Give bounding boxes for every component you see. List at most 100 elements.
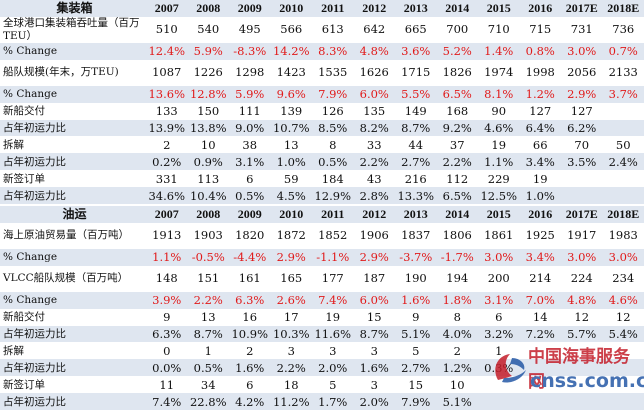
table-cell: 8.7% — [188, 326, 230, 343]
table-cell: 2.2% — [271, 359, 313, 376]
tanker-title: 油运 — [0, 206, 146, 223]
table-cell: 2.9% — [354, 249, 396, 266]
table-cell: 59 — [271, 170, 313, 187]
row-label: 占年初运力比 — [0, 393, 146, 410]
table-cell: 1.0% — [271, 153, 313, 170]
table-cell: 149 — [395, 103, 437, 120]
table-cell: 133 — [146, 103, 188, 120]
table-cell: 234 — [603, 266, 644, 292]
table-cell: 1535 — [312, 60, 354, 86]
table-cell: 22.8% — [188, 393, 230, 410]
table-cell: 12 — [561, 309, 603, 326]
row-label: 全球港口集装箱吞吐量（百万TEU） — [0, 17, 146, 43]
table-cell: 216 — [395, 170, 437, 187]
row-label: 拆解 — [0, 136, 146, 153]
table-cell: 194 — [437, 266, 479, 292]
table-cell: 187 — [354, 266, 396, 292]
table-cell: 38 — [229, 136, 271, 153]
table-cell: 184 — [312, 170, 354, 187]
table-cell: 165 — [271, 266, 313, 292]
table-cell: 15 — [395, 376, 437, 393]
table-cell: 12.9% — [312, 187, 354, 204]
table-cell: 10.7% — [271, 120, 313, 137]
table-cell: 1837 — [395, 223, 437, 249]
table-cell: 1715 — [395, 60, 437, 86]
table-cell: 11 — [146, 376, 188, 393]
table-cell: 214 — [520, 266, 562, 292]
table-cell: 2.2% — [437, 153, 479, 170]
table-cell: 3.4% — [520, 153, 562, 170]
table-cell: 190 — [395, 266, 437, 292]
year-header: 2010 — [271, 0, 313, 17]
year-header: 2017E — [561, 206, 603, 223]
table-cell: 70 — [561, 136, 603, 153]
year-header: 2012 — [354, 206, 396, 223]
table-cell: 4.8% — [561, 292, 603, 309]
row-label: 新船交付 — [0, 309, 146, 326]
table-cell: 7.0% — [520, 292, 562, 309]
table-cell: 700 — [437, 17, 479, 43]
table-cell: 2.9% — [271, 249, 313, 266]
table-cell: 3.0% — [561, 249, 603, 266]
table-cell: 3.4% — [520, 249, 562, 266]
table-cell: 10.4% — [188, 187, 230, 204]
year-header: 2009 — [229, 206, 271, 223]
year-header: 2007 — [146, 206, 188, 223]
table-cell: 0.5% — [188, 359, 230, 376]
table-cell: 126 — [312, 103, 354, 120]
table-cell: 1925 — [520, 223, 562, 249]
table-cell: 1.6% — [229, 359, 271, 376]
table-cell: -1.7% — [437, 249, 479, 266]
year-header: 2008 — [188, 0, 230, 17]
table-cell: 5 — [395, 342, 437, 359]
table-cell: 50 — [603, 136, 644, 153]
table-cell: 9 — [146, 309, 188, 326]
table-cell: 2 — [146, 136, 188, 153]
table-cell: 4.0% — [437, 326, 479, 343]
table-cell: 12.8% — [188, 86, 230, 103]
table-cell: 331 — [146, 170, 188, 187]
table-cell: 5.9% — [188, 43, 230, 60]
table-cell: 8.3% — [312, 43, 354, 60]
table-cell: 1861 — [478, 223, 520, 249]
table-cell: 1.7% — [312, 393, 354, 410]
year-header: 2015 — [478, 0, 520, 17]
table-cell: 19 — [478, 136, 520, 153]
cnss-watermark: 中国海事服务网 cnss.com.cn — [490, 340, 640, 400]
table-cell: 161 — [229, 266, 271, 292]
table-cell: 1.1% — [146, 249, 188, 266]
table-cell: 3 — [312, 342, 354, 359]
table-cell: 3.1% — [229, 153, 271, 170]
table-cell: 0.0% — [146, 359, 188, 376]
table-cell: 5.1% — [437, 393, 479, 410]
table-cell: 151 — [188, 266, 230, 292]
table-cell: 510 — [146, 17, 188, 43]
table-cell: -8.3% — [229, 43, 271, 60]
table-cell: 13.3% — [395, 187, 437, 204]
table-cell: 1226 — [188, 60, 230, 86]
table-cell: 33 — [354, 136, 396, 153]
table-cell: 1903 — [188, 223, 230, 249]
table-cell: 2.2% — [354, 153, 396, 170]
year-header: 2018E — [603, 0, 644, 17]
table-cell: 8.5% — [312, 120, 354, 137]
table-cell: 7.9% — [395, 393, 437, 410]
table-cell: 150 — [188, 103, 230, 120]
table-cell: 2.9% — [561, 86, 603, 103]
table-cell: 2.2% — [188, 292, 230, 309]
table-cell: 1998 — [520, 60, 562, 86]
table-cell: 12.5% — [478, 187, 520, 204]
table-cell: 8.2% — [354, 120, 396, 137]
table-cell: 2.8% — [354, 187, 396, 204]
table-cell: 127 — [520, 103, 562, 120]
year-header: 2015 — [478, 206, 520, 223]
year-header: 2016 — [520, 0, 562, 17]
table-cell: 12 — [603, 309, 644, 326]
